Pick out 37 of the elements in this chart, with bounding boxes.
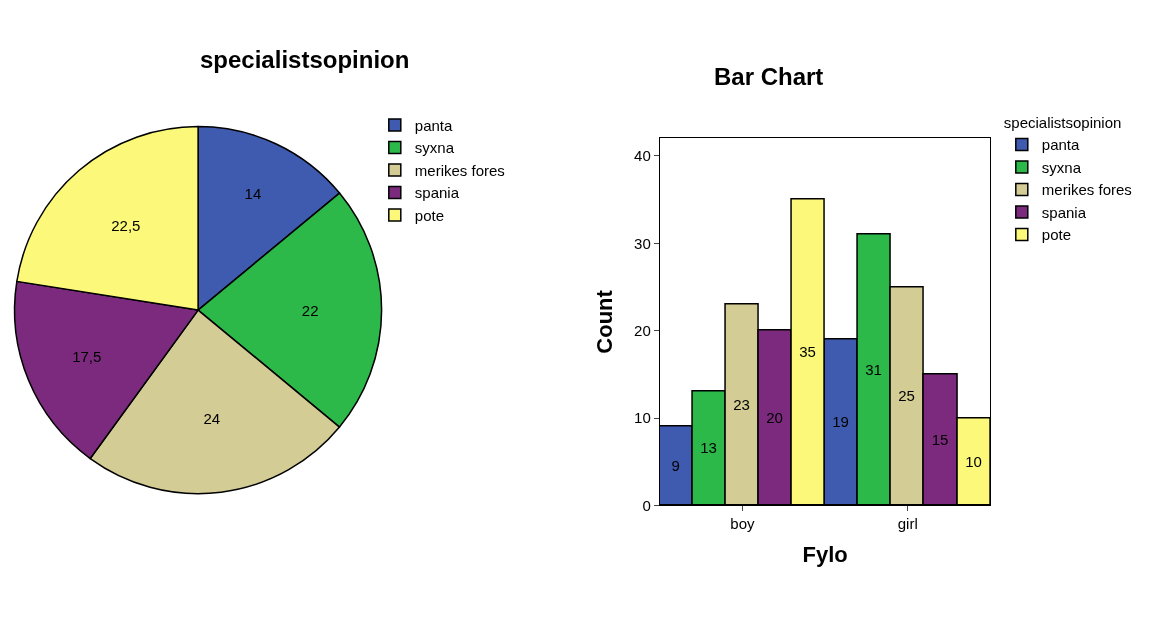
data-label: 19 (832, 413, 849, 431)
legend-label: pote (414, 206, 444, 224)
y-tick-label: 0 (642, 496, 651, 514)
legend-label: pote (1041, 226, 1071, 244)
y-tick-label: 40 (634, 147, 651, 165)
data-label: 35 (799, 343, 816, 361)
legend-label: merikes fores (414, 161, 505, 179)
data-label: 23 (733, 395, 750, 413)
x-tick-label: boy (730, 515, 756, 533)
legend-label: panta (1041, 136, 1080, 154)
data-label: 13 (700, 439, 717, 457)
y-tick-label: 30 (634, 234, 651, 252)
legend-label: syxna (1041, 158, 1082, 176)
data-label: 22 (301, 301, 319, 319)
y-axis-title: Count (591, 289, 617, 354)
legend-title: specialistsopinion (1003, 114, 1122, 132)
chart-title: Bar Chart (714, 63, 824, 90)
data-label: 25 (898, 387, 915, 405)
x-tick-label: girl (897, 515, 918, 533)
data-label: 24 (203, 409, 221, 427)
data-label: 15 (931, 430, 949, 448)
legend-label: panta (414, 116, 453, 134)
legend-label: merikes fores (1041, 181, 1132, 199)
chart-title: specialistsopinion (200, 46, 410, 73)
data-label: 22,5 (111, 216, 141, 234)
legend-label: spania (414, 184, 460, 202)
data-label: 14 (244, 185, 262, 203)
x-axis-title: Fylo (802, 542, 848, 568)
legend-label: spania (1041, 203, 1087, 221)
data-label: 9 (671, 456, 680, 474)
y-tick-label: 10 (634, 409, 651, 427)
data-label: 20 (766, 408, 783, 426)
legend-label: syxna (414, 139, 455, 157)
data-label: 10 (965, 452, 982, 470)
data-label: 31 (865, 360, 882, 378)
y-tick-label: 20 (634, 321, 651, 339)
data-label: 17,5 (72, 347, 102, 365)
